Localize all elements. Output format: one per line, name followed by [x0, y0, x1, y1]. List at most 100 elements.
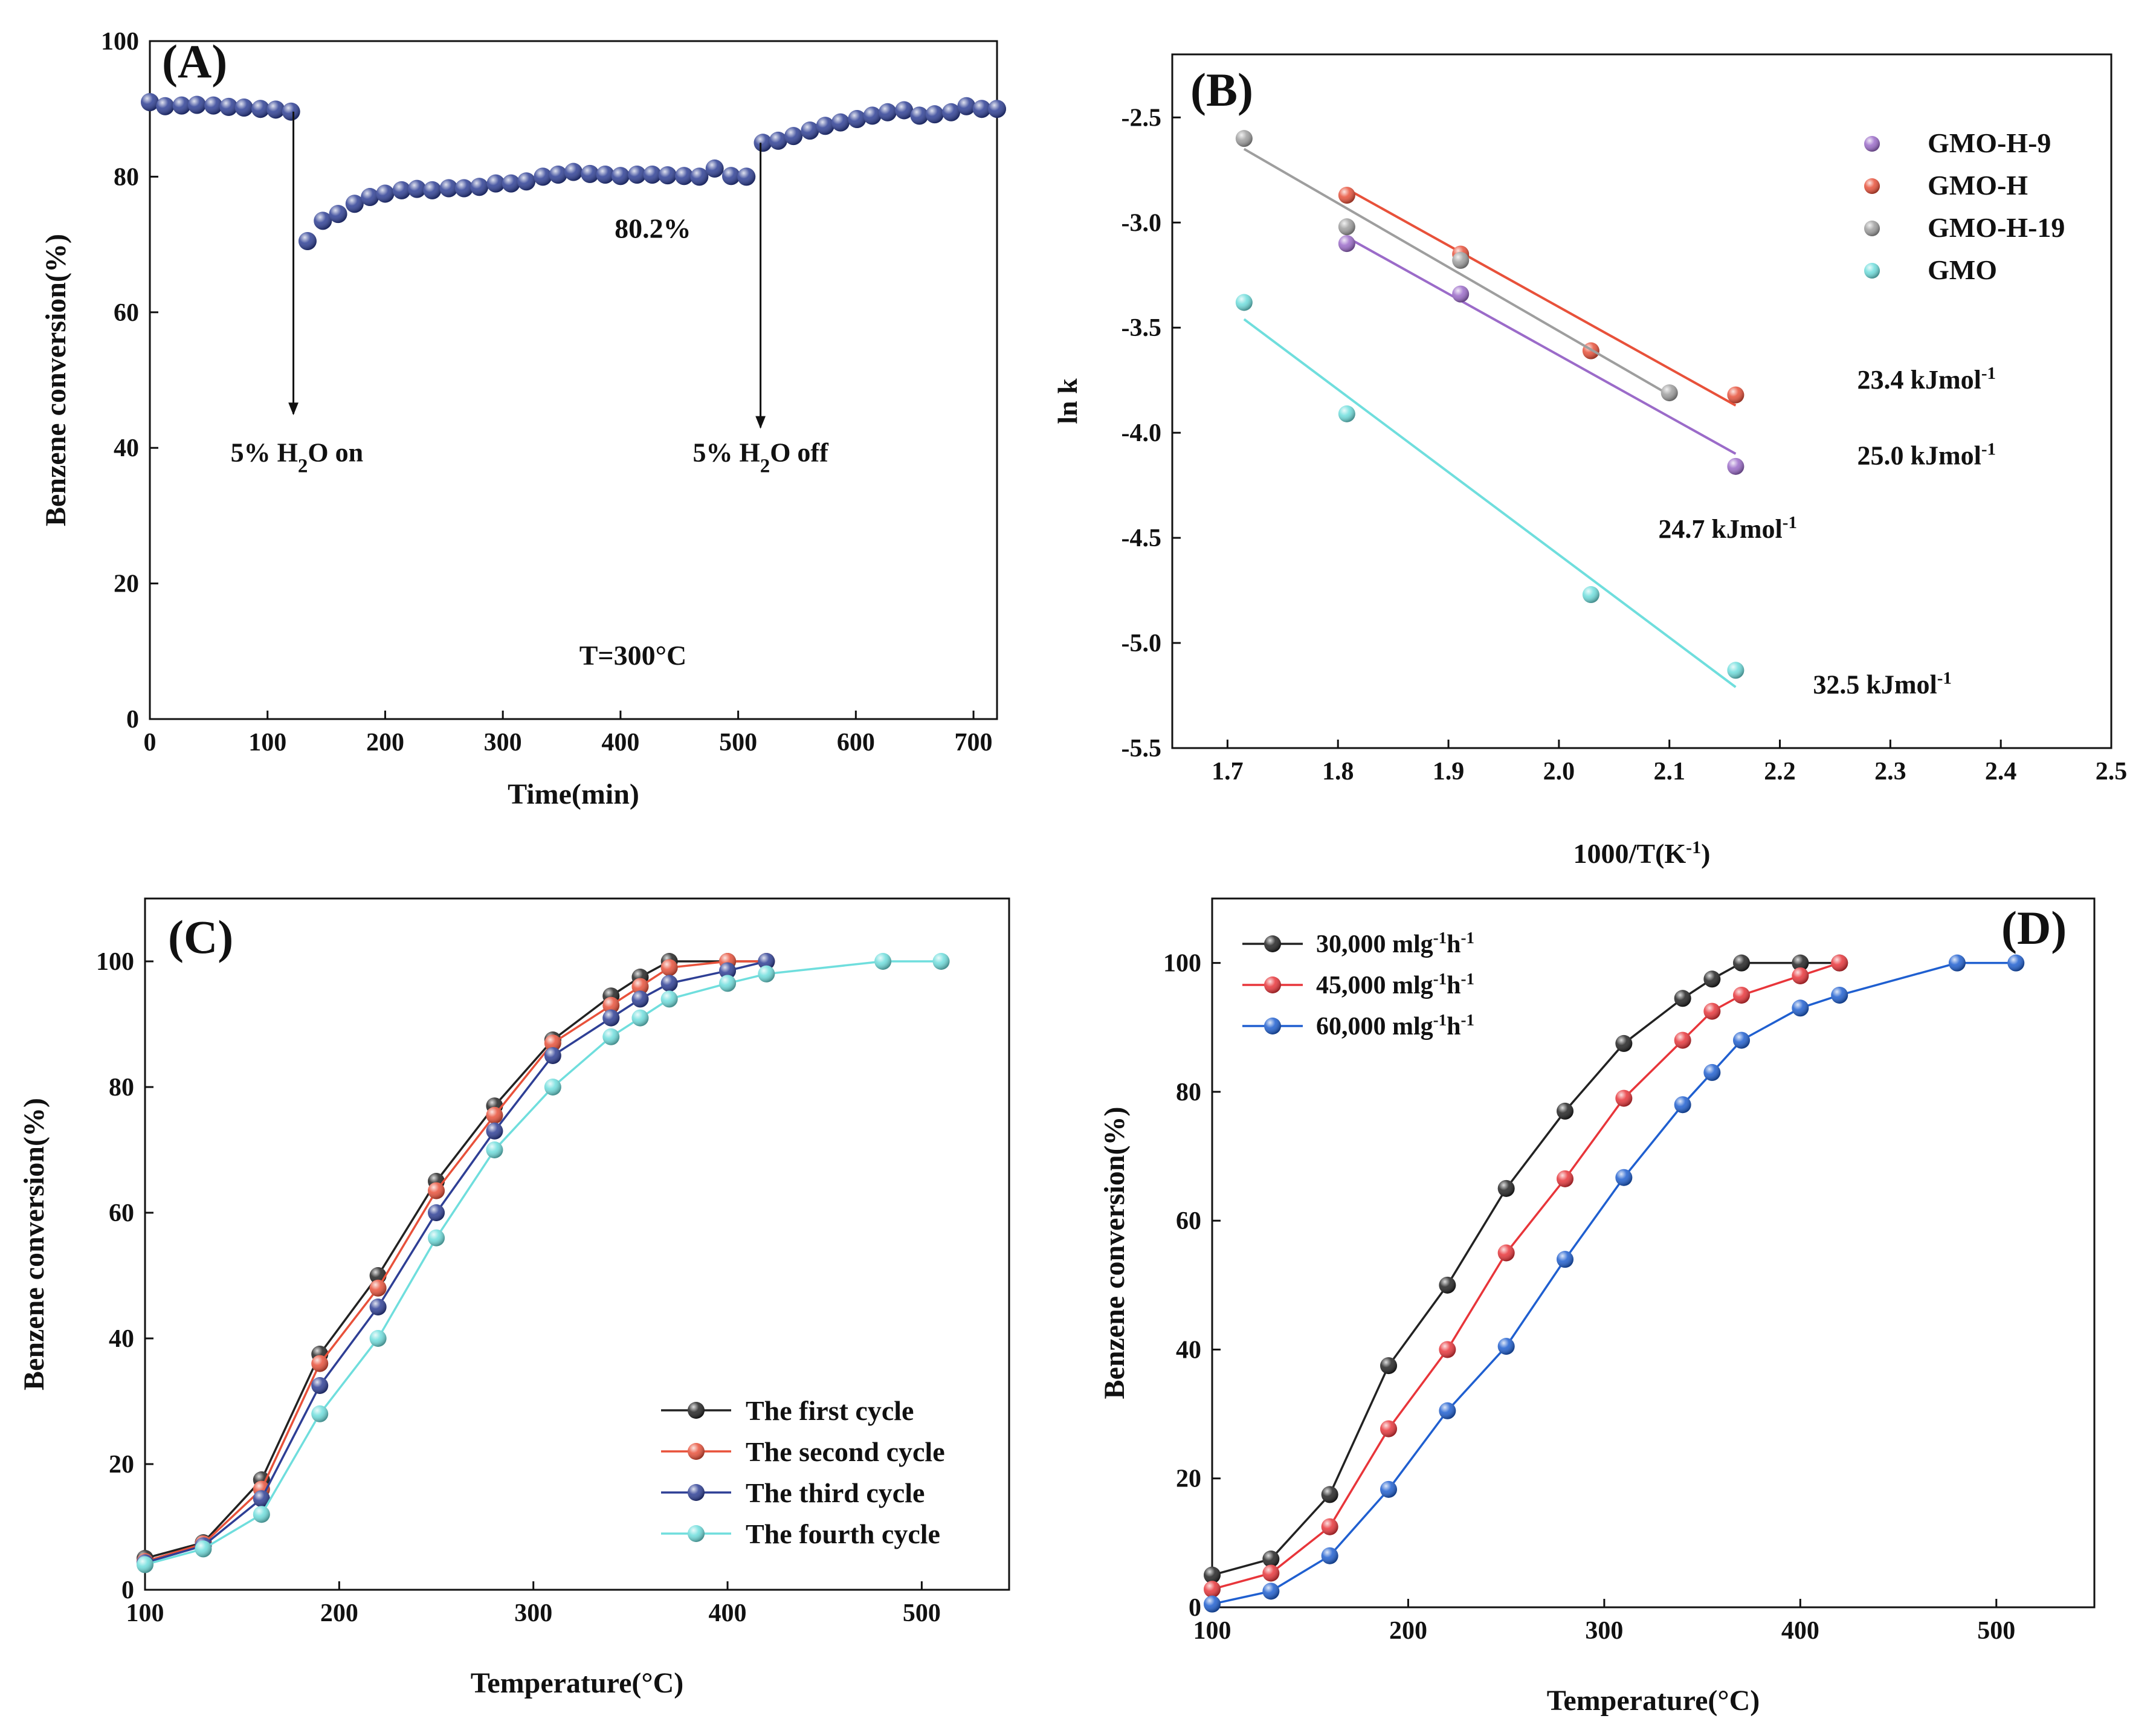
data-point-shade: [564, 163, 583, 181]
data-point-shade: [721, 167, 740, 186]
data-point-shade: [219, 97, 238, 116]
data-point-shade: [874, 953, 892, 970]
fit-line-GMO-H-19: [1243, 147, 1670, 396]
data-point-shade: [253, 1506, 270, 1523]
legend-entry-part-3: -1: [1461, 1011, 1475, 1029]
x-tick-label: 500: [719, 729, 757, 757]
data-point-shade: [895, 101, 914, 120]
panel-label: (D): [2001, 902, 2067, 954]
activation-energy-label-part-1: -1: [1981, 439, 1996, 459]
data-point-shade: [1321, 1486, 1338, 1503]
legend-entry-part-0: 30,000 mlg: [1316, 931, 1433, 958]
activation-energy-label-part-1: -1: [1937, 669, 1952, 688]
x-tick-label: 400: [709, 1599, 747, 1627]
legend-entry-part-3: -1: [1461, 929, 1475, 947]
data-point-shade: [311, 1377, 329, 1394]
legend-marker-shade: [1864, 178, 1880, 194]
data-point-shade: [369, 1330, 387, 1347]
y-tick-label: -3.0: [1122, 209, 1162, 237]
data-point-GMO-shade: [1582, 586, 1599, 604]
x-tick-label: 2.4: [1985, 758, 2017, 786]
data-point-shade: [311, 1355, 329, 1372]
data-point-shade: [1380, 1420, 1397, 1438]
y-tick-label: 0: [126, 706, 139, 734]
annotation-temp: T=300°C: [579, 640, 687, 671]
data-point-shade: [1204, 1581, 1221, 1598]
y-tick-label: 40: [114, 434, 139, 462]
data-point-shade: [1615, 1169, 1633, 1186]
y-tick-label: -3.5: [1122, 314, 1162, 342]
legend-entry-part-1: -1: [1433, 970, 1447, 988]
data-point-shade: [1380, 1480, 1397, 1498]
panel-label: (B): [1190, 63, 1253, 116]
data-point-shade: [737, 167, 756, 186]
y-tick-label: 20: [114, 570, 139, 598]
data-point-shade: [1262, 1583, 1280, 1600]
x-tick-label: 500: [903, 1599, 941, 1627]
data-point-shade: [878, 103, 897, 121]
y-tick-label: 60: [109, 1199, 134, 1227]
data-point-shade: [658, 166, 677, 185]
y-tick-label: 80: [1176, 1079, 1201, 1106]
data-point-shade: [631, 990, 649, 1008]
data-point-shade: [534, 167, 552, 186]
data-point-shade: [705, 159, 724, 178]
data-point-shade: [311, 1405, 329, 1422]
panel-d: 100 200 300 400 500 0 20 40 60 80 100 (D) Temperatur…: [1099, 897, 2096, 1717]
data-point-shade: [988, 100, 1006, 118]
legend-entry: GMO: [1928, 254, 1997, 285]
data-point-shade: [863, 106, 882, 125]
data-point-shade: [1674, 1096, 1691, 1114]
data-point-shade: [369, 1299, 387, 1315]
y-tick-label: -4.0: [1122, 419, 1162, 447]
data-point-GMO-H-9-shade: [1727, 457, 1744, 475]
y-tick-label: 40: [109, 1325, 134, 1353]
y-tick-label: 80: [109, 1074, 134, 1102]
data-point-GMO-shade: [1338, 405, 1355, 422]
y-tick-label: -2.5: [1122, 104, 1162, 132]
legend-marker-shade: [1264, 976, 1281, 993]
data-point-shade: [1831, 954, 1848, 972]
data-point-shade: [758, 953, 775, 970]
data-point-shade: [719, 962, 737, 979]
legend-entry: The second cycle: [746, 1436, 945, 1467]
data-point-GMO-H-19-shade: [1235, 130, 1253, 147]
data-point-shade: [137, 1556, 153, 1573]
activation-energy-label: 24.7 kJmol-1: [1658, 513, 1797, 544]
legend-marker-shade: [1864, 136, 1880, 152]
data-point-shade: [156, 97, 175, 115]
series-line: [1212, 961, 1840, 1576]
x-tick-label: 200: [320, 1599, 358, 1627]
data-point-shade: [486, 174, 505, 193]
annotation-off-part-0: 5% H: [692, 438, 760, 468]
data-point-shade: [754, 134, 772, 152]
data-point-shade: [816, 117, 834, 135]
data-point-shade: [910, 106, 929, 125]
x-tick-label: 2.5: [2096, 758, 2128, 786]
x-axis-label: Temperature(°C): [1547, 1685, 1760, 1717]
data-point-shade: [486, 1122, 503, 1140]
data-point-shade: [361, 188, 379, 207]
panel-c: 100 200 300 400 500 0 20 40 60 80 100 (C) Temperatur…: [18, 897, 1010, 1699]
legend-entry: GMO-H-19: [1928, 212, 2065, 243]
legend-entry-part-2: h: [1447, 1013, 1460, 1041]
data-point-GMO-H-9-shade: [1338, 235, 1355, 253]
legend-marker-shade: [688, 1484, 705, 1501]
plot-frame: [1211, 897, 2096, 1609]
legend-entry-part-2: h: [1447, 931, 1460, 958]
data-point-shade: [660, 959, 678, 976]
data-point-shade: [932, 953, 950, 970]
legend-entry-part-0: 45,000 mlg: [1316, 972, 1433, 999]
data-point-shade: [1497, 1179, 1515, 1197]
data-point-shade: [831, 113, 850, 132]
fit-line-GMO: [1243, 318, 1737, 688]
data-point-shade: [1703, 970, 1721, 988]
data-point-shade: [942, 103, 961, 121]
data-point-shade: [1262, 1550, 1280, 1568]
legend-marker-shade: [688, 1402, 705, 1419]
legend-marker-shade: [1264, 935, 1281, 952]
x-tick-label: 300: [1585, 1617, 1623, 1645]
data-point-shade: [1831, 986, 1848, 1004]
legend-marker-shade: [1264, 1018, 1281, 1034]
